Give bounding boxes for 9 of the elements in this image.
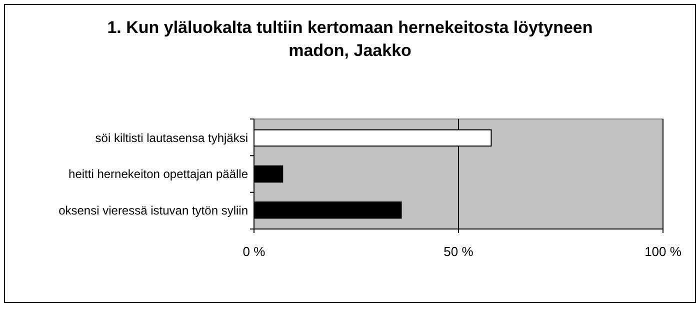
- bar: [254, 201, 402, 219]
- y-tick-label: söi kiltisti lautasensa tyhjäksi: [95, 131, 248, 146]
- x-tick-label: 100 %: [644, 244, 682, 259]
- x-tick-label: 0 %: [242, 244, 266, 259]
- bar: [254, 165, 284, 183]
- y-tick-label: heitti hernekeiton opettajan päälle: [68, 167, 248, 182]
- x-tick-label: 50 %: [444, 244, 474, 259]
- y-tick-label: oksensi vieressä istuvan tytön syliin: [58, 203, 248, 218]
- chart-title: 1. Kun yläluokalta tultiin kertomaan hernekeitosta löytyneen madon, Jaakko: [107, 18, 593, 60]
